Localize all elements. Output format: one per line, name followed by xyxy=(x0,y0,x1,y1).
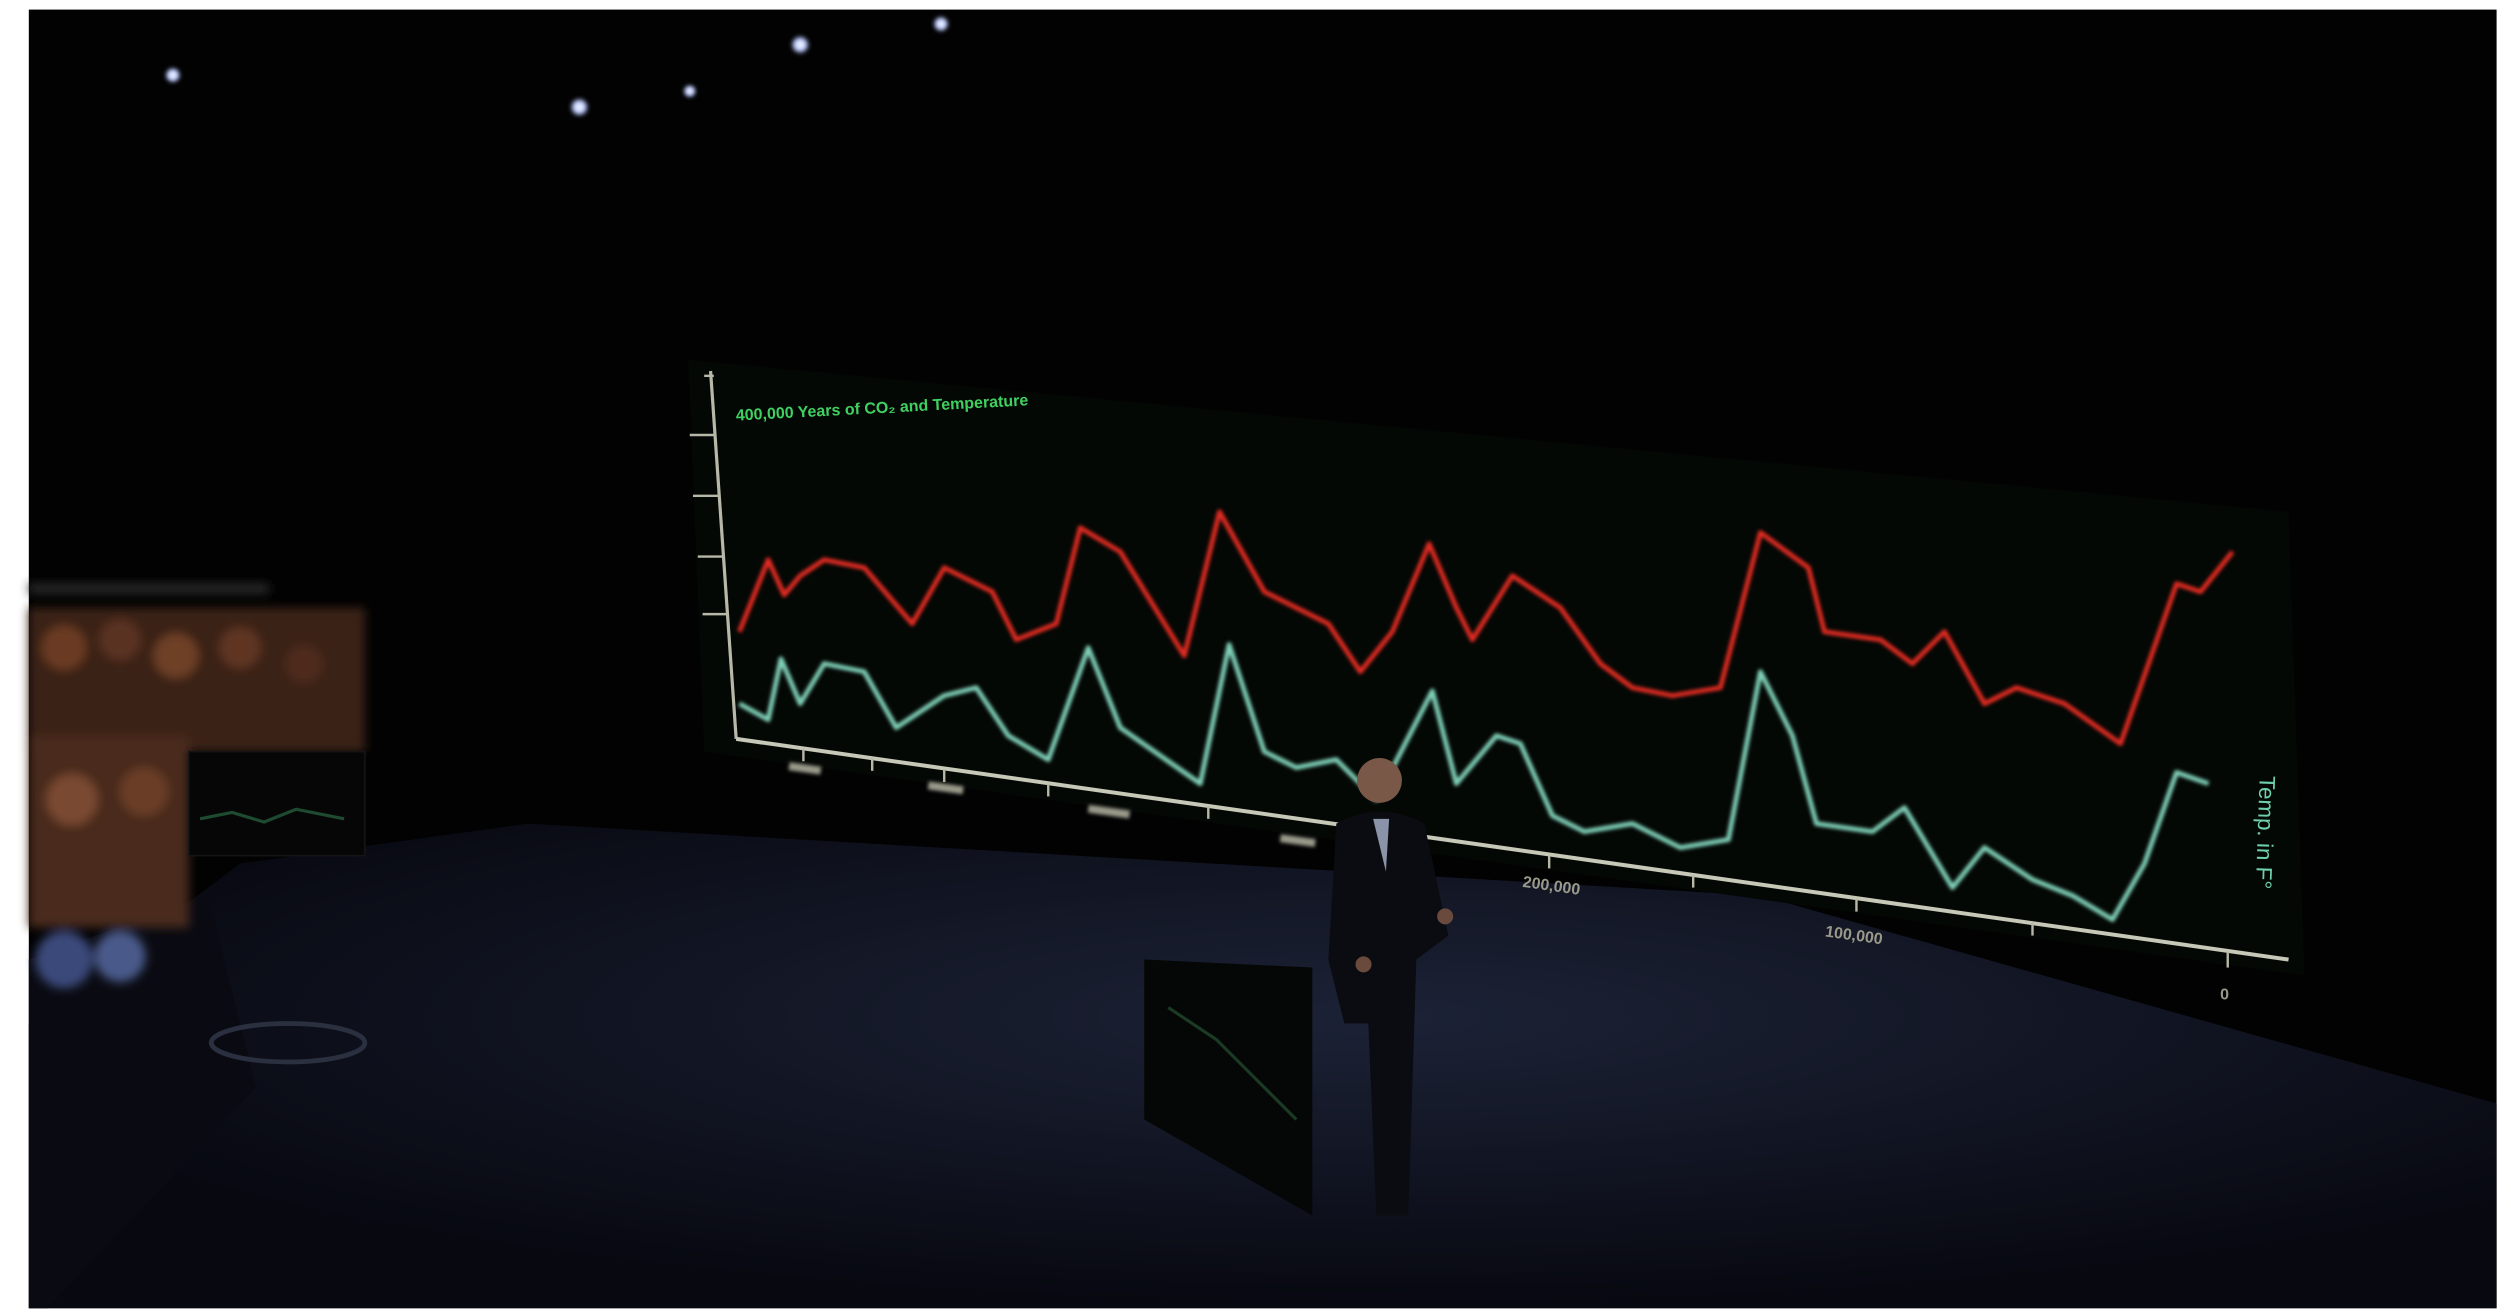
light xyxy=(682,83,698,99)
monitor xyxy=(189,752,365,856)
audience-head xyxy=(46,774,97,825)
presenter-head xyxy=(1357,758,1402,803)
audience-head xyxy=(120,768,168,816)
presenter-hand xyxy=(1356,956,1372,972)
stage-photo: 400,000 Years of CO₂ and Temperature Tem… xyxy=(0,0,2511,1313)
audience-block xyxy=(29,736,189,928)
audience-head xyxy=(154,633,199,678)
light xyxy=(568,96,590,118)
light xyxy=(163,66,182,85)
balcony-rail xyxy=(29,584,269,594)
audience-head xyxy=(94,931,145,982)
audience-head xyxy=(219,627,261,669)
audience-head xyxy=(42,625,87,670)
audience-head xyxy=(285,645,323,683)
audience-head xyxy=(99,619,141,661)
x-tick-label: 0 xyxy=(2220,987,2229,1004)
light xyxy=(789,34,811,56)
presenter-hand xyxy=(1437,908,1453,924)
audience-head xyxy=(35,931,93,989)
page: 400,000 Years of CO₂ and Temperature Tem… xyxy=(0,0,2511,1313)
light xyxy=(931,14,950,33)
axis-label: Temp. in F° xyxy=(2251,775,2280,889)
